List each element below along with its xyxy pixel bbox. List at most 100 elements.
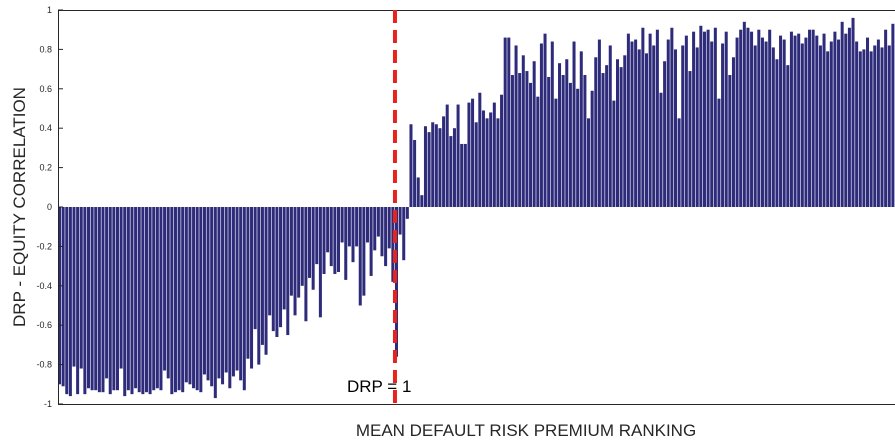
bar [369,207,373,276]
bar [702,31,706,208]
bar [242,207,246,391]
y-tick-label: -1 [44,399,52,409]
bar [597,39,601,207]
bar [561,75,565,207]
bar [521,55,525,208]
bar [340,207,344,243]
bar [105,207,109,379]
x-axis-label: MEAN DEFAULT RISK PREMIUM RANKING [356,421,696,440]
bar [880,47,884,208]
bar [152,207,156,391]
bar [775,59,779,207]
bar [427,132,431,207]
bar [731,57,735,207]
bar [815,35,819,207]
bar [130,207,134,395]
bar [844,33,848,207]
bar [623,55,627,208]
y-tick-label: 0.6 [39,84,52,94]
bar [884,29,888,208]
bar [387,207,391,249]
bar [467,102,471,207]
bar [65,207,69,395]
y-tick-label: 0.4 [39,123,52,133]
bar [692,31,696,208]
bar [90,207,94,391]
bar [431,122,435,207]
bar [213,207,217,399]
y-tick-label: 1 [47,5,52,15]
bar [351,207,355,263]
bar [362,207,366,296]
bar [869,51,873,208]
bar [456,104,460,207]
bar [271,207,275,332]
bar [322,207,326,274]
bar [144,207,148,393]
bar [666,39,670,207]
bar [648,33,652,207]
bar [587,118,591,207]
bar [202,207,206,375]
bar [706,29,710,208]
bar [550,41,554,207]
bar [681,45,685,208]
bar [268,207,272,316]
bar [61,207,65,387]
bar [568,82,572,207]
bar [630,41,634,207]
bar [507,37,511,207]
bar [108,207,112,395]
bar [543,33,547,207]
bar [779,35,783,207]
bar [811,29,815,208]
bar [503,37,507,207]
bar [311,207,315,290]
bar [485,118,489,207]
bar [250,207,254,369]
bar [496,118,500,207]
bar [688,71,692,207]
bar [318,207,322,318]
bar [547,76,551,207]
bar [851,17,855,207]
bar [594,57,598,207]
bar [583,75,587,207]
bar [286,207,290,336]
y-axis-ticks: -1 -0.8 -0.6 -0.4 -0.2 0 0.2 0.4 0.6 0.8 1 [36,5,63,409]
bar [391,207,395,282]
bar [576,88,580,207]
bar [155,207,159,389]
bar [710,41,714,207]
bar [76,207,80,395]
bar [246,207,250,359]
y-tick-label: -0.8 [36,360,52,370]
bar [126,207,130,391]
bar [590,90,594,207]
bar [768,29,772,208]
bar [800,43,804,207]
bar [58,207,62,385]
bar [231,207,235,377]
bar [536,96,540,207]
bar [329,207,333,267]
bar [409,124,413,207]
bar [721,43,725,207]
y-tick-label: 0 [47,202,52,212]
bar [887,45,891,208]
bar [789,31,793,208]
bar [616,59,620,207]
bar [463,143,467,207]
bar [253,207,257,330]
bar [735,37,739,207]
bar [677,118,681,207]
bar [742,21,746,207]
y-axis-label: DRP - EQUITY CORRELATION [10,87,29,327]
bar [434,124,438,207]
bar [282,207,286,310]
bar [347,207,351,247]
bar [416,177,420,207]
bar [797,33,801,207]
bar [481,110,485,207]
bar [192,207,196,389]
